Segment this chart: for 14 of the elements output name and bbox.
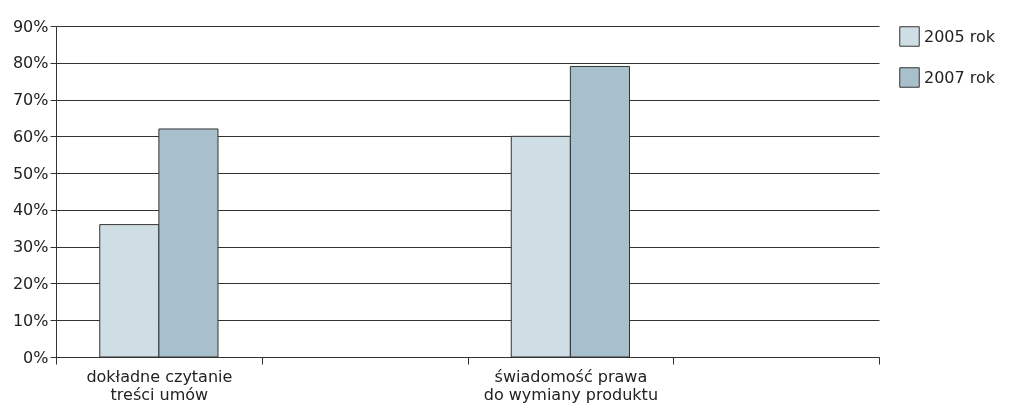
y-tick-label: 60% — [12, 126, 49, 146]
x-tick-label: dokładne czytanie treści umów — [86, 366, 233, 404]
y-tick-label: 80% — [12, 53, 49, 73]
y-tick-label: 50% — [12, 163, 49, 183]
y-tick-label: 90% — [12, 16, 49, 36]
legend-label: 2007 rok — [924, 67, 996, 87]
y-tick-label: 40% — [12, 200, 49, 220]
y-tick-label: 20% — [12, 273, 49, 293]
y-tick-label: 70% — [12, 90, 49, 110]
y-tick-label: 0% — [23, 347, 49, 367]
legend-label: 2005 rok — [924, 26, 996, 46]
y-tick-label: 30% — [12, 237, 49, 257]
x-tick-label: świadomość prawa do wymiany produktu — [483, 366, 659, 404]
y-tick-label: 10% — [12, 310, 49, 330]
